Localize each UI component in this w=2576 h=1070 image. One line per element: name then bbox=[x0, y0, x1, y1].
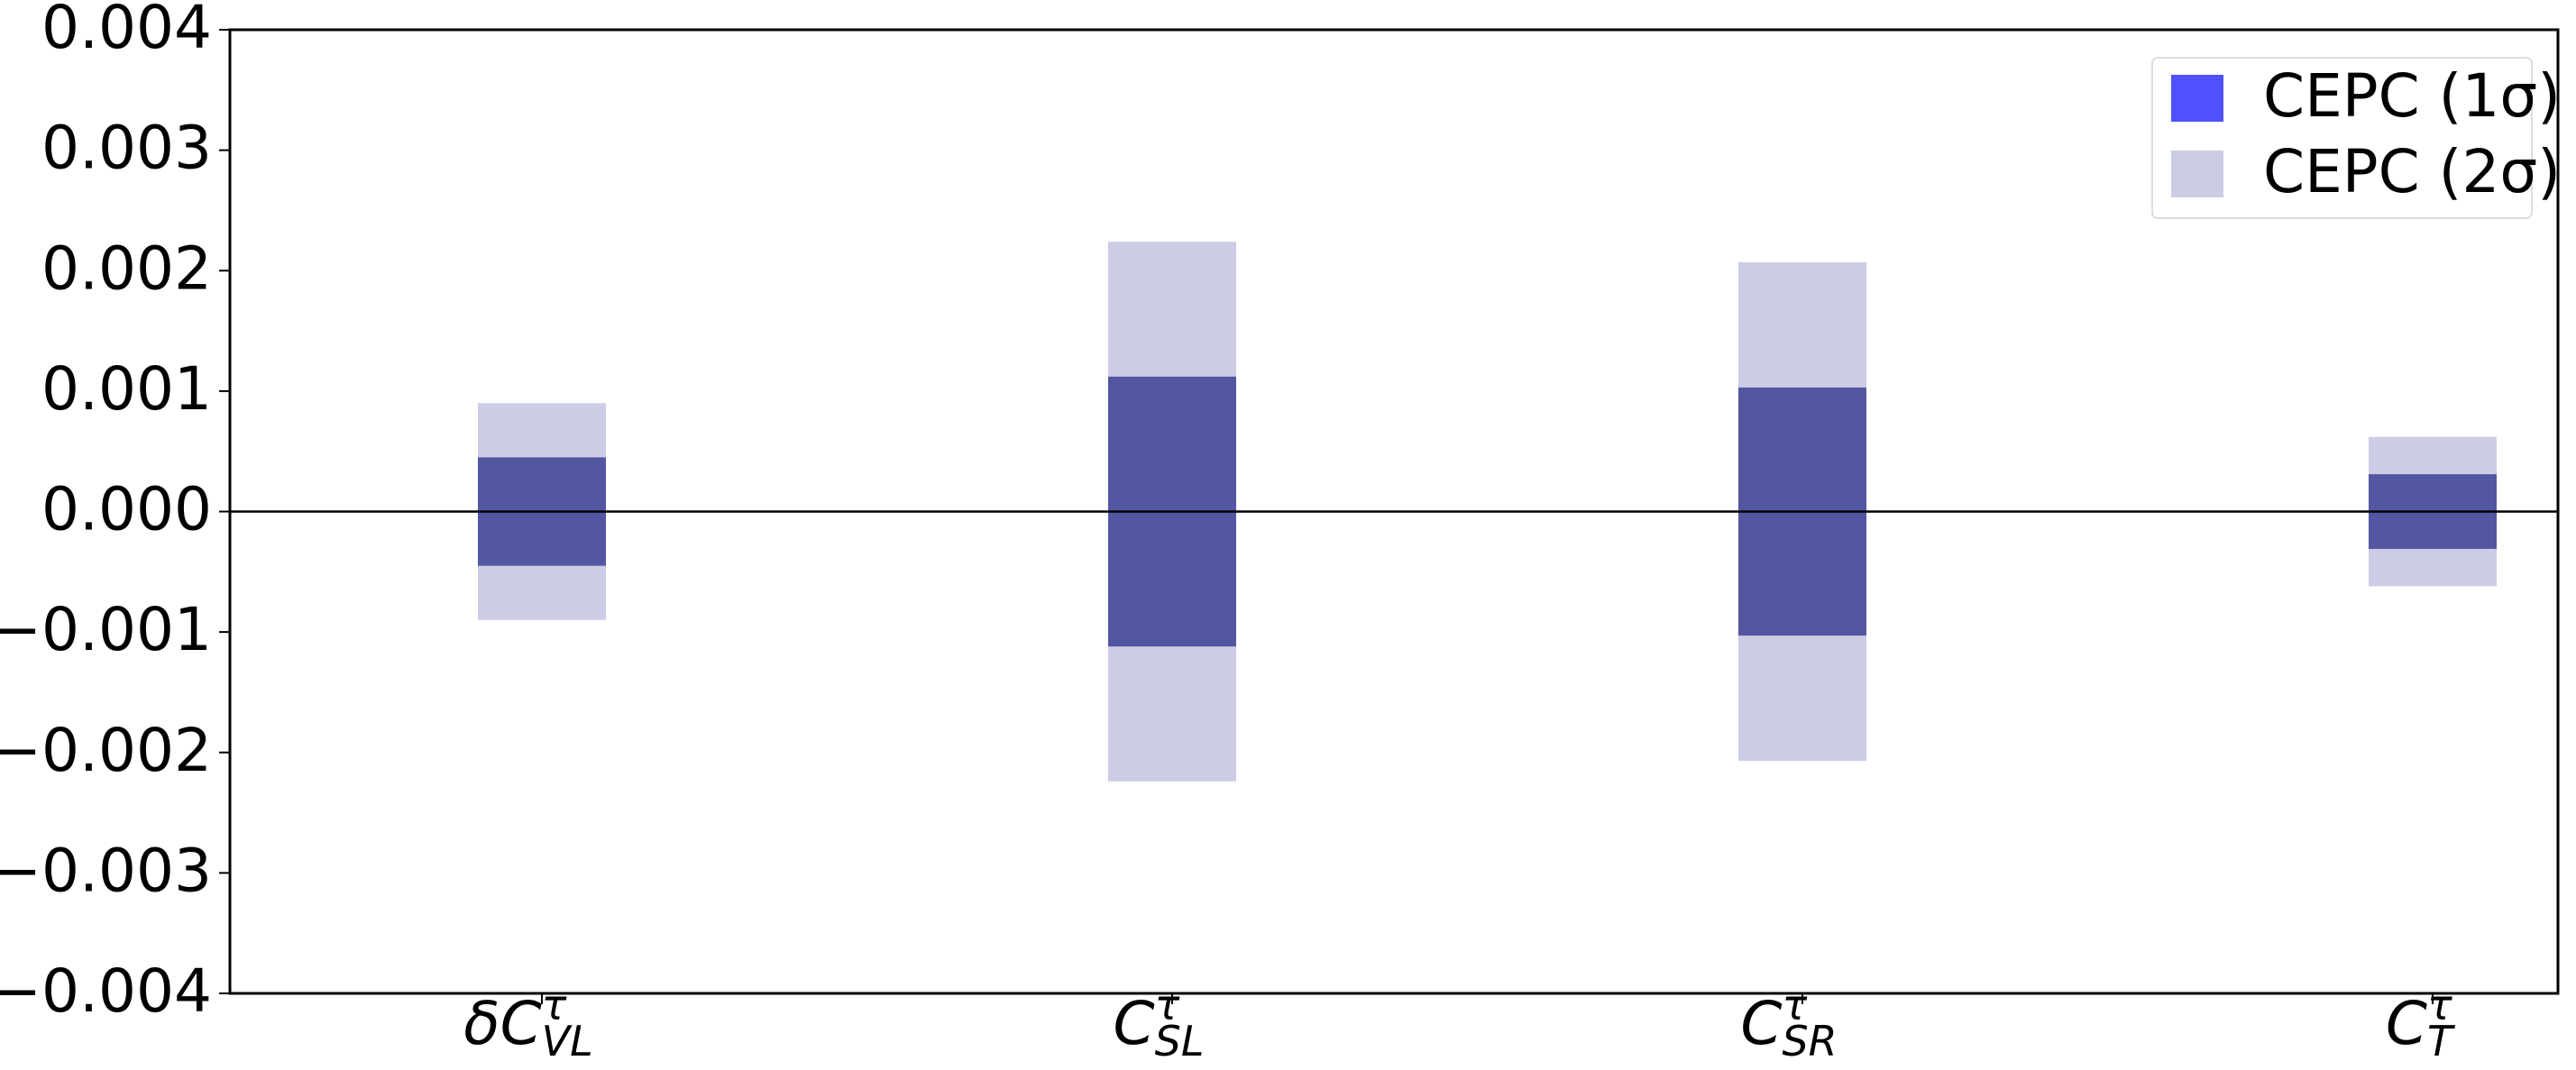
y-tick-label: 0.004 bbox=[41, 0, 212, 62]
label-sub: VL bbox=[542, 1017, 593, 1065]
x-tick-label: Cτ SR bbox=[1740, 981, 1837, 1065]
y-tick-label: 0.000 bbox=[41, 475, 212, 544]
label-sub: SL bbox=[1155, 1017, 1205, 1065]
label-sup: τ bbox=[1155, 981, 1180, 1029]
legend-box bbox=[2151, 57, 2533, 219]
label-base: C bbox=[1740, 989, 1782, 1058]
legend-label: CEPC (1σ) bbox=[2263, 61, 2561, 131]
label-sub: SR bbox=[1782, 1017, 1837, 1065]
label-base: C bbox=[2386, 989, 2427, 1058]
y-tick-label: −0.002 bbox=[0, 716, 212, 785]
x-tick-label: Cτ SL bbox=[1114, 981, 1205, 1065]
x-tick-label: δCτ VL bbox=[463, 981, 593, 1065]
label-base: C bbox=[1114, 989, 1155, 1058]
legend-swatch bbox=[2171, 151, 2223, 197]
y-tick-label: 0.001 bbox=[41, 354, 212, 424]
plot-frame bbox=[228, 28, 2560, 995]
label-sup: τ bbox=[2427, 981, 2452, 1029]
x-tick-label: Cτ T bbox=[2386, 981, 2456, 1065]
label-sub: T bbox=[2427, 1017, 2456, 1065]
legend-swatch bbox=[2171, 75, 2223, 122]
label-sup: τ bbox=[542, 981, 567, 1029]
label-sup: τ bbox=[1782, 981, 1807, 1029]
y-tick-label: −0.001 bbox=[0, 595, 212, 664]
legend-label: CEPC (2σ) bbox=[2263, 137, 2561, 206]
y-tick-label: −0.003 bbox=[0, 836, 212, 905]
label-base: δC bbox=[463, 989, 541, 1058]
y-tick-label: 0.003 bbox=[41, 114, 212, 183]
y-tick-label: −0.004 bbox=[0, 956, 212, 1026]
y-tick-label: 0.002 bbox=[41, 233, 212, 303]
